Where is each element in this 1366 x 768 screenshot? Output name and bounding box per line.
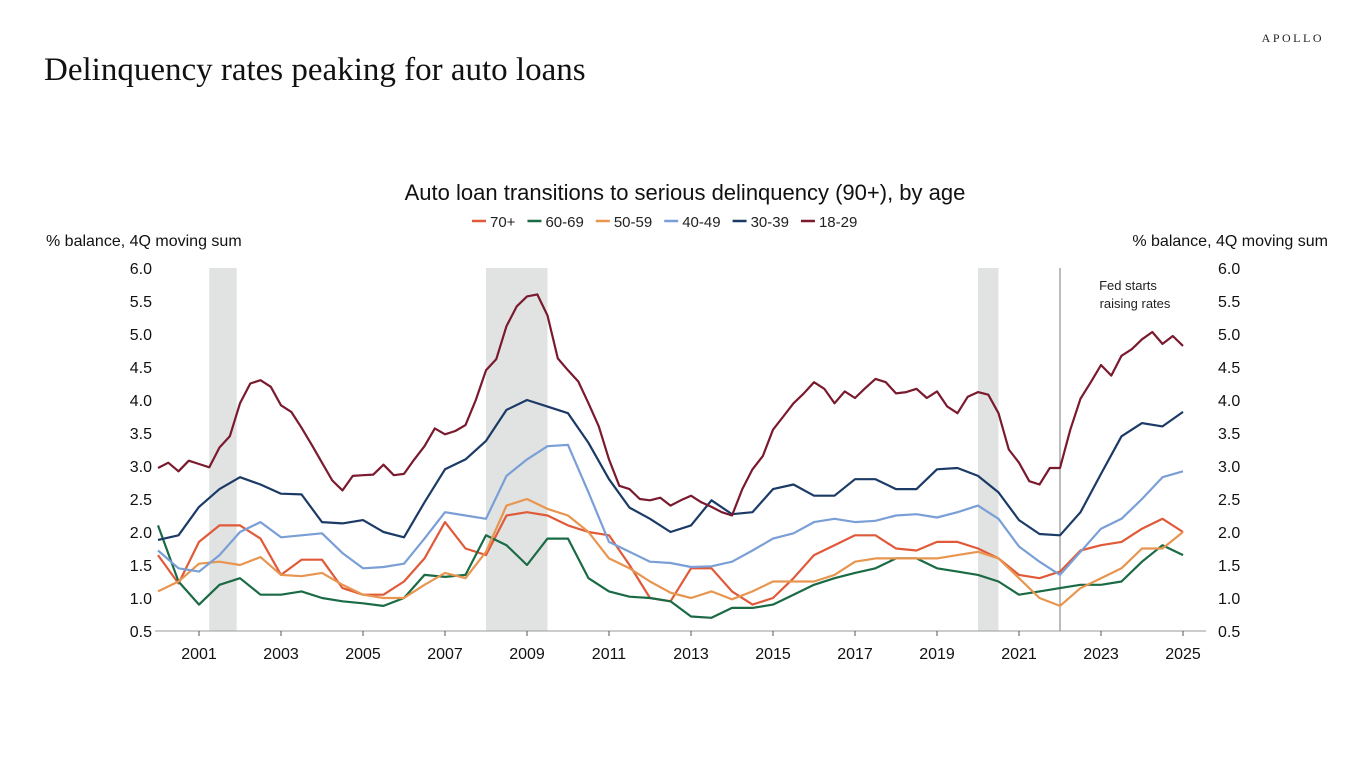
y-tick-label-right: 1.0 <box>1218 591 1240 608</box>
x-tick-label: 2017 <box>837 646 873 663</box>
x-tick-label: 2013 <box>673 646 709 663</box>
y-tick-label-left: 3.0 <box>130 459 152 476</box>
y-tick-label-left: 5.5 <box>130 294 152 311</box>
legend-label: 30-39 <box>751 214 789 231</box>
page-title: Delinquency rates peaking for auto loans <box>44 52 586 88</box>
annotation-line1: Fed starts <box>1099 278 1157 293</box>
y-tick-label-left: 2.5 <box>130 492 152 509</box>
y-tick-label-right: 0.5 <box>1218 624 1240 641</box>
legend-label: 50-59 <box>614 214 652 231</box>
legend: 70+ 60-69 50-59 40-49 30-39 18-29 <box>472 214 857 231</box>
y-tick-label-right: 6.0 <box>1218 261 1240 278</box>
y-tick-label-right: 3.5 <box>1218 426 1240 443</box>
legend-label: 60-69 <box>545 214 583 231</box>
x-tick-label: 2023 <box>1083 646 1119 663</box>
y-tick-label-left: 2.0 <box>130 525 152 542</box>
y-tick-label-left: 3.5 <box>130 426 152 443</box>
series-line-18-29 <box>157 293 1184 517</box>
annotation-line2: raising rates <box>1100 296 1171 311</box>
y-tick-label-left: 0.5 <box>130 624 152 641</box>
series-line-40-49 <box>157 443 1184 577</box>
y-tick-label-left: 1.5 <box>130 558 152 575</box>
y-tick-label-right: 3.0 <box>1218 459 1240 476</box>
chart-title: Auto loan transitions to serious delinqu… <box>405 180 966 205</box>
recession-band <box>486 268 548 631</box>
recession-band <box>978 268 999 631</box>
y-tick-label-left: 4.5 <box>130 360 152 377</box>
apollo-logo: APOLLO <box>1261 31 1324 45</box>
legend-label: 18-29 <box>819 214 857 231</box>
x-tick-label: 2025 <box>1165 646 1201 663</box>
y-axis-title-right: % balance, 4Q moving sum <box>1132 233 1328 250</box>
legend-label: 40-49 <box>682 214 720 231</box>
y-axis-title-left: % balance, 4Q moving sum <box>46 233 242 250</box>
x-tick-label: 2001 <box>181 646 217 663</box>
x-tick-label: 2019 <box>919 646 955 663</box>
y-tick-label-right: 4.0 <box>1218 393 1240 410</box>
series-line-30-39 <box>157 398 1184 541</box>
y-tick-label-left: 5.0 <box>130 327 152 344</box>
y-tick-label-right: 4.5 <box>1218 360 1240 377</box>
x-tick-label: 2009 <box>509 646 545 663</box>
x-tick-label: 2021 <box>1001 646 1037 663</box>
x-tick-label: 2007 <box>427 646 463 663</box>
legend-label: 70+ <box>490 214 516 231</box>
y-tick-label-right: 5.5 <box>1218 294 1240 311</box>
y-tick-label-left: 4.0 <box>130 393 152 410</box>
y-tick-label-left: 6.0 <box>130 261 152 278</box>
x-tick-label: 2015 <box>755 646 791 663</box>
x-tick-label: 2011 <box>592 646 627 663</box>
x-tick-label: 2005 <box>345 646 381 663</box>
x-tick-label: 2003 <box>263 646 299 663</box>
y-tick-label-left: 1.0 <box>130 591 152 608</box>
y-tick-label-right: 2.0 <box>1218 525 1240 542</box>
series-line-50-59 <box>157 497 1184 608</box>
y-tick-label-right: 5.0 <box>1218 327 1240 344</box>
y-tick-label-right: 1.5 <box>1218 558 1240 575</box>
y-tick-label-right: 2.5 <box>1218 492 1240 509</box>
series-line-60-69 <box>156 525 1184 619</box>
recession-band <box>209 268 237 631</box>
